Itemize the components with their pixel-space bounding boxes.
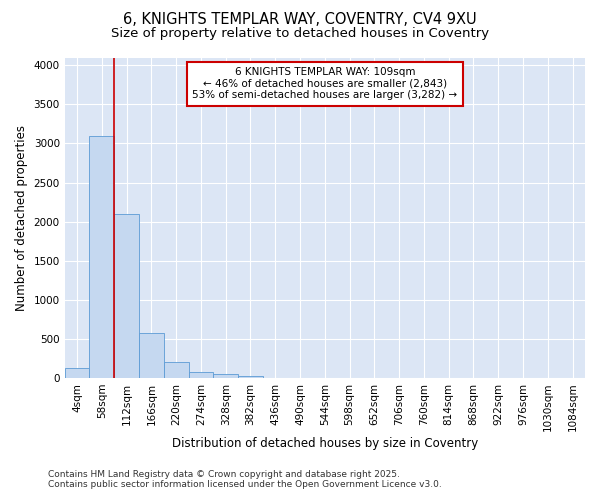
Bar <box>164 362 188 378</box>
Bar <box>139 332 164 378</box>
Bar <box>89 136 114 378</box>
Text: Contains HM Land Registry data © Crown copyright and database right 2025.
Contai: Contains HM Land Registry data © Crown c… <box>48 470 442 489</box>
Y-axis label: Number of detached properties: Number of detached properties <box>15 124 28 310</box>
Bar <box>114 214 139 378</box>
Bar <box>238 376 263 378</box>
Bar <box>65 368 89 378</box>
Bar <box>188 372 214 378</box>
Text: 6, KNIGHTS TEMPLAR WAY, COVENTRY, CV4 9XU: 6, KNIGHTS TEMPLAR WAY, COVENTRY, CV4 9X… <box>123 12 477 28</box>
Text: 6 KNIGHTS TEMPLAR WAY: 109sqm
← 46% of detached houses are smaller (2,843)
53% o: 6 KNIGHTS TEMPLAR WAY: 109sqm ← 46% of d… <box>192 67 457 100</box>
X-axis label: Distribution of detached houses by size in Coventry: Distribution of detached houses by size … <box>172 437 478 450</box>
Bar <box>214 374 238 378</box>
Text: Size of property relative to detached houses in Coventry: Size of property relative to detached ho… <box>111 28 489 40</box>
